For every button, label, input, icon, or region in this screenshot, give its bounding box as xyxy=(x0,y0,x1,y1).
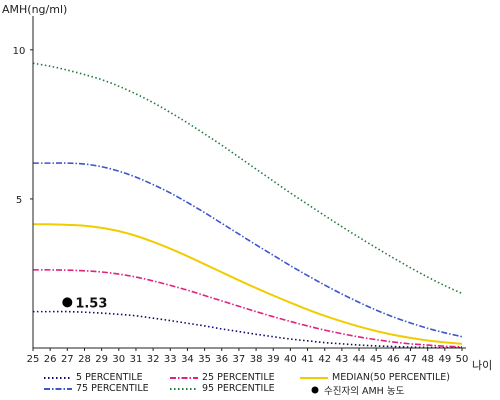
x-tick-label: 50 xyxy=(456,354,469,365)
x-tick-label: 32 xyxy=(147,354,160,365)
x-tick-label: 44 xyxy=(353,354,366,365)
y-axis-title: AMH(ng/ml) xyxy=(2,3,67,16)
x-tick-label: 39 xyxy=(267,354,280,365)
x-tick-label: 47 xyxy=(404,354,417,365)
x-tick-label: 40 xyxy=(284,354,297,365)
x-tick-label: 29 xyxy=(95,354,108,365)
series-line-p25 xyxy=(32,269,463,348)
x-tick-label: 46 xyxy=(387,354,400,365)
x-tick-label: 25 xyxy=(27,354,40,365)
series-line-p5 xyxy=(33,310,463,349)
x-tick-label: 41 xyxy=(301,354,314,365)
x-tick-label: 42 xyxy=(318,354,331,365)
patient-amh-label: 1.53 xyxy=(75,296,107,311)
x-tick-label: 45 xyxy=(370,354,383,365)
x-tick-label: 31 xyxy=(130,354,143,365)
x-tick-label: 28 xyxy=(78,354,91,365)
y-tick-label: 5 xyxy=(16,195,22,206)
x-axis-title: 나이 xyxy=(472,359,492,372)
x-tick-label: 35 xyxy=(198,354,211,365)
x-tick-label: 49 xyxy=(438,354,451,365)
x-tick-label: 30 xyxy=(112,354,125,365)
patient-amh-point xyxy=(62,297,73,308)
x-tick-label: 37 xyxy=(233,354,246,365)
x-tick-label: 38 xyxy=(250,354,263,365)
x-tick-label: 33 xyxy=(164,354,177,365)
series-line-p75 xyxy=(33,162,463,338)
x-tick-label: 26 xyxy=(44,354,57,365)
x-tick-label: 36 xyxy=(215,354,228,365)
x-tick-label: 48 xyxy=(421,354,434,365)
series-line-median xyxy=(32,223,463,345)
x-tick-label: 34 xyxy=(181,354,194,365)
y-tick-label: 10 xyxy=(13,46,26,57)
x-tick-label: 43 xyxy=(336,354,349,365)
x-tick-label: 27 xyxy=(61,354,74,365)
series-line-p95 xyxy=(32,62,463,295)
